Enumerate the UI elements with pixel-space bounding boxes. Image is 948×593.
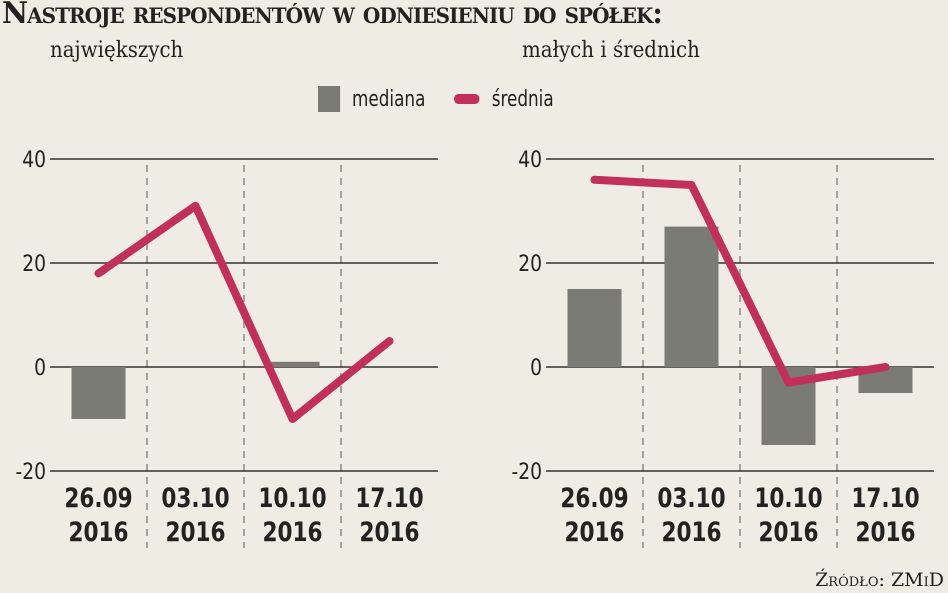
y-tick-label: -20 — [15, 459, 46, 485]
y-tick-label: 0 — [530, 355, 542, 381]
x-tick-label: 2016 — [758, 516, 818, 548]
x-tick-label: 2016 — [262, 516, 322, 548]
chart-title: Nastroje respondentów w odniesieniu do s… — [2, 0, 663, 31]
legend-line-label: średnia — [491, 86, 554, 112]
x-tick-label: 03.10 — [161, 482, 229, 514]
x-tick-label: 03.10 — [657, 482, 725, 514]
y-tick-label: 20 — [518, 251, 542, 277]
x-tick-label: 26.09 — [64, 482, 132, 514]
bar-mediana — [567, 289, 622, 367]
legend: mediana średnia — [318, 86, 554, 112]
y-tick-label: 40 — [22, 147, 46, 173]
right-chart-subtitle: małych i średnich — [522, 38, 700, 63]
x-tick-label: 17.10 — [355, 482, 423, 514]
x-tick-label: 2016 — [564, 516, 624, 548]
x-tick-label: 10.10 — [754, 482, 822, 514]
bar-mediana — [265, 361, 320, 367]
legend-bar-swatch — [318, 86, 341, 112]
y-tick-label: 0 — [34, 355, 46, 381]
bar-mediana — [664, 226, 719, 367]
bar-mediana — [71, 367, 126, 419]
x-tick-label: 2016 — [165, 516, 225, 548]
y-tick-label: 40 — [518, 147, 542, 173]
x-tick-label: 2016 — [68, 516, 128, 548]
y-tick-label: 20 — [22, 251, 46, 277]
left-chart-subtitle: największych — [50, 38, 184, 63]
legend-line-swatch — [454, 94, 480, 104]
y-tick-label: -20 — [511, 459, 542, 485]
legend-bar-label: mediana — [352, 86, 426, 112]
x-tick-label: 17.10 — [851, 482, 919, 514]
x-tick-label: 2016 — [855, 516, 915, 548]
x-tick-label: 10.10 — [258, 482, 326, 514]
x-tick-label: 2016 — [661, 516, 721, 548]
line-srednia — [94, 201, 394, 423]
x-tick-label: 2016 — [359, 516, 419, 548]
line-srednia — [590, 175, 890, 387]
source-note: Źródło: ZMiD — [815, 569, 944, 591]
x-tick-label: 26.09 — [560, 482, 628, 514]
